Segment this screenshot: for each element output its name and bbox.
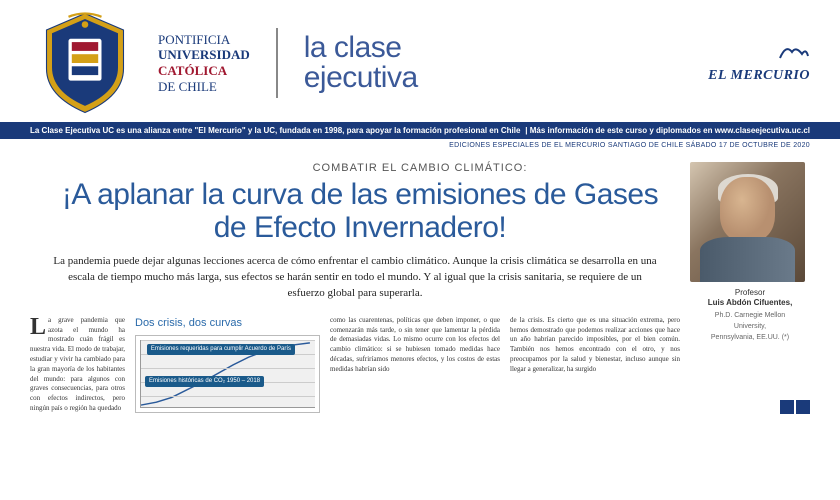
chart-column: Dos crisis, dos curvas Emisiones requeri…: [135, 316, 320, 414]
chart-label-2: Emisiones históricas de CO₂ 1950 – 2018: [145, 376, 264, 387]
mercurio-icon: [708, 42, 810, 66]
author-photo: [690, 162, 805, 282]
banner-right: | Más información de este curso y diplom…: [525, 126, 810, 135]
edition-info: EDICIONES ESPECIALES DE EL MERCURIO SANT…: [0, 139, 840, 152]
mercurio-text: EL MERCURIO: [708, 68, 810, 83]
brand-title: la clase ejecutiva: [304, 33, 418, 93]
column-3: como las cuarentenas, políticas que debe…: [330, 316, 500, 414]
banner: La Clase Ejecutiva UC es una alianza ent…: [0, 122, 840, 139]
uni-line: PONTIFICIA: [158, 32, 250, 48]
mercurio-logo: EL MERCURIO: [708, 42, 810, 84]
uni-line: DE CHILE: [158, 79, 250, 95]
divider: [276, 28, 278, 98]
uni-line: UNIVERSIDAD: [158, 47, 250, 63]
author-name: Luis Abdón Cifuentes,: [690, 298, 810, 308]
university-logo: [30, 8, 140, 118]
article-content: Profesor Luis Abdón Cifuentes, Ph.D. Car…: [0, 152, 840, 414]
banner-left: La Clase Ejecutiva UC es una alianza ent…: [30, 126, 520, 135]
chart-label-1: Emisiones requeridas para cumplir Acuerd…: [147, 344, 295, 355]
sidebar-space: [690, 316, 810, 414]
body-columns: La grave pandemia que azota el mundo ha …: [30, 316, 810, 414]
brand-line: la clase: [304, 33, 418, 63]
chart: Emisiones requeridas para cumplir Acuerd…: [135, 335, 320, 413]
header: PONTIFICIA UNIVERSIDAD CATÓLICA DE CHILE…: [0, 0, 840, 122]
author-title: Profesor: [690, 288, 810, 298]
brand-line: ejecutiva: [304, 63, 418, 93]
column-1: La grave pandemia que azota el mundo ha …: [30, 316, 125, 414]
university-name: PONTIFICIA UNIVERSIDAD CATÓLICA DE CHILE: [158, 32, 250, 94]
uni-line: CATÓLICA: [158, 63, 250, 79]
quote-icon: [780, 400, 810, 414]
chart-title: Dos crisis, dos curvas: [135, 316, 320, 331]
column-4: de la crisis. Es cierto que es una situa…: [510, 316, 680, 414]
